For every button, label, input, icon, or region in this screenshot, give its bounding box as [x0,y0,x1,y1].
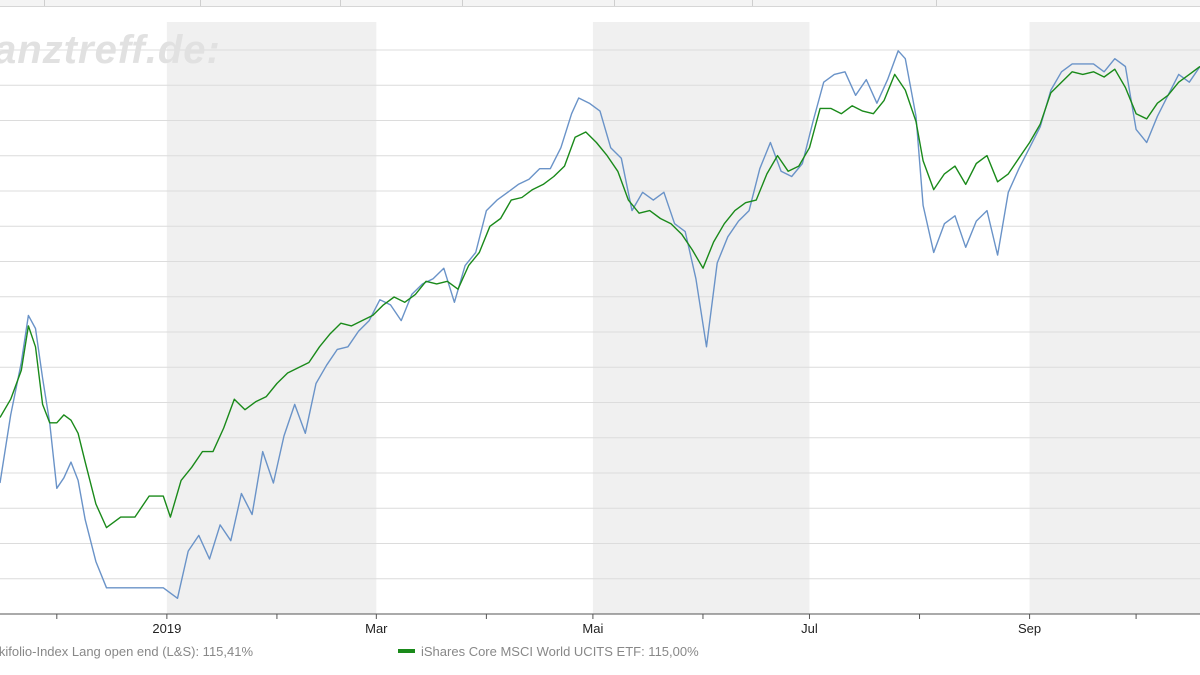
month-band [166,22,377,614]
month-band [1029,22,1200,614]
tab-divider [752,0,753,6]
tab-divider [462,0,463,6]
x-tick-label: Jul [801,621,818,636]
legend-swatch-green [398,648,415,653]
top-tab-strip [0,0,1200,7]
month-band [592,22,810,614]
chart-legend: ikifolio-Index Lang open end (L&S): 115,… [0,644,1200,666]
watermark-logo: anztreff.de: [0,28,221,72]
x-tick-label: Mar [365,621,388,636]
x-tick-label: 2019 [152,621,181,636]
tab-divider [200,0,201,6]
tab-divider [340,0,341,6]
tab-divider [44,0,45,6]
series-line-wikifolio [0,50,1200,599]
legend-item-label: iShares Core MSCI World UCITS ETF: 115,0… [421,644,699,659]
x-tick-label: Sep [1018,621,1041,636]
x-tick-label: Mai [582,621,603,636]
series-line-ishares [0,65,1200,529]
tab-divider [936,0,937,6]
tab-divider [614,0,615,6]
legend-item-wikifolio: ikifolio-Index Lang open end (L&S): 115,… [0,644,253,659]
legend-item-label: ikifolio-Index Lang open end (L&S): 115,… [0,644,254,659]
series-lines [0,50,1200,599]
legend-item-ishares: iShares Core MSCI World UCITS ETF: 115,0… [398,644,699,659]
x-axis: 2019 Mar Mai Jul Sep [0,613,1200,636]
